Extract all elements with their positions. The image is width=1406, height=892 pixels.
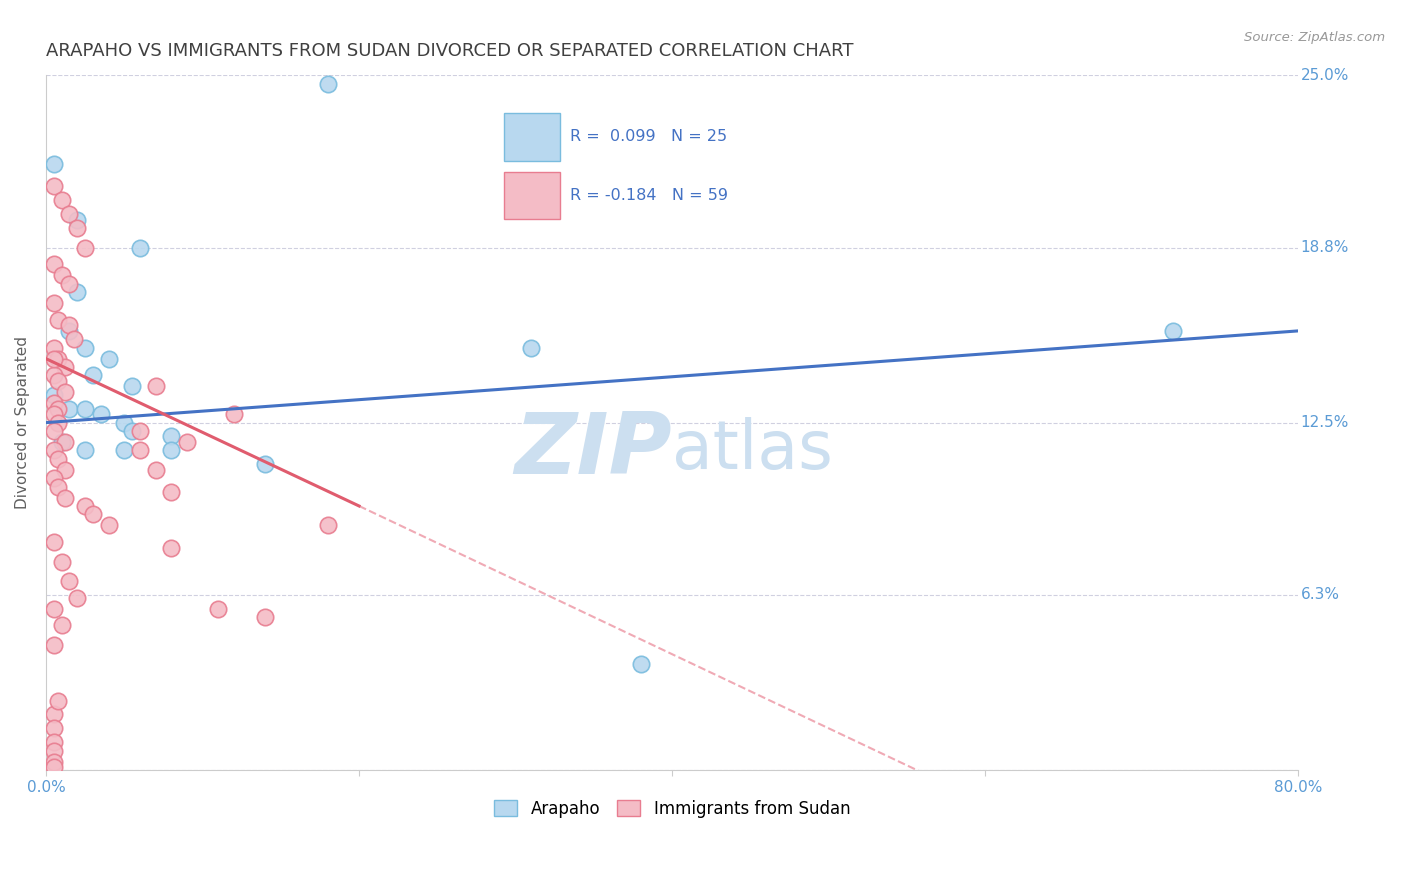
Point	[75, 341, 97, 355]
Point	[254, 610, 277, 624]
Point	[128, 424, 150, 438]
Point	[58, 277, 80, 291]
Point	[42, 755, 65, 769]
Point	[160, 485, 183, 500]
Point	[176, 435, 198, 450]
Point	[316, 518, 339, 533]
Point	[42, 735, 65, 749]
Point	[53, 491, 76, 505]
Point	[58, 574, 80, 588]
Point	[42, 396, 65, 410]
Point	[66, 221, 89, 235]
Point	[112, 416, 135, 430]
Point	[53, 359, 76, 374]
Point	[48, 374, 70, 388]
Point	[112, 443, 135, 458]
Text: atlas: atlas	[672, 417, 832, 483]
Point	[51, 268, 73, 283]
Point	[75, 401, 97, 416]
Point	[51, 435, 73, 450]
Point	[53, 463, 76, 477]
Point	[1161, 324, 1184, 338]
Point	[97, 518, 120, 533]
Point	[58, 207, 80, 221]
Point	[66, 285, 89, 299]
Point	[42, 257, 65, 271]
Point	[82, 368, 104, 383]
Point	[160, 443, 183, 458]
Text: ARAPAHO VS IMMIGRANTS FROM SUDAN DIVORCED OR SEPARATED CORRELATION CHART: ARAPAHO VS IMMIGRANTS FROM SUDAN DIVORCE…	[46, 42, 853, 60]
Point	[254, 458, 277, 472]
Text: 6.3%: 6.3%	[1301, 588, 1340, 602]
Point	[520, 341, 543, 355]
Point	[42, 638, 65, 652]
Point	[66, 591, 89, 605]
Point	[145, 379, 167, 393]
Point	[42, 471, 65, 485]
Text: ZIP: ZIP	[515, 409, 672, 491]
Text: 25.0%: 25.0%	[1301, 68, 1350, 83]
Point	[58, 324, 80, 338]
Point	[42, 341, 65, 355]
Point	[51, 618, 73, 632]
Point	[42, 443, 65, 458]
Point	[51, 194, 73, 208]
Point	[53, 384, 76, 399]
Point	[160, 541, 183, 555]
Point	[42, 368, 65, 383]
Point	[48, 401, 70, 416]
Point	[97, 351, 120, 366]
Point	[207, 602, 229, 616]
Point	[121, 424, 143, 438]
Point	[42, 179, 65, 194]
Point	[42, 407, 65, 421]
Point	[75, 443, 97, 458]
Point	[128, 240, 150, 254]
Text: 18.8%: 18.8%	[1301, 240, 1350, 255]
Point	[222, 407, 245, 421]
Point	[42, 602, 65, 616]
Point	[48, 351, 70, 366]
Point	[316, 77, 339, 91]
Point	[48, 416, 70, 430]
Point	[48, 479, 70, 493]
Point	[42, 760, 65, 774]
Point	[58, 318, 80, 333]
Y-axis label: Divorced or Separated: Divorced or Separated	[15, 336, 30, 509]
Point	[42, 351, 65, 366]
Point	[42, 424, 65, 438]
Point	[58, 401, 80, 416]
Point	[75, 240, 97, 254]
Point	[145, 463, 167, 477]
Point	[63, 332, 86, 346]
Point	[42, 743, 65, 757]
Point	[90, 407, 112, 421]
Point	[51, 555, 73, 569]
Point	[128, 443, 150, 458]
Point	[42, 707, 65, 722]
Point	[42, 157, 65, 171]
Point	[42, 535, 65, 549]
Point	[48, 451, 70, 466]
Point	[82, 508, 104, 522]
Legend: Arapaho, Immigrants from Sudan: Arapaho, Immigrants from Sudan	[488, 793, 856, 824]
Point	[42, 721, 65, 735]
Point	[53, 435, 76, 450]
Point	[48, 312, 70, 326]
Point	[630, 657, 652, 672]
Point	[48, 693, 70, 707]
Point	[160, 429, 183, 443]
Point	[42, 388, 65, 402]
Point	[42, 296, 65, 310]
Point	[121, 379, 143, 393]
Text: Source: ZipAtlas.com: Source: ZipAtlas.com	[1244, 31, 1385, 45]
Text: 12.5%: 12.5%	[1301, 415, 1350, 430]
Point	[75, 499, 97, 513]
Point	[66, 212, 89, 227]
